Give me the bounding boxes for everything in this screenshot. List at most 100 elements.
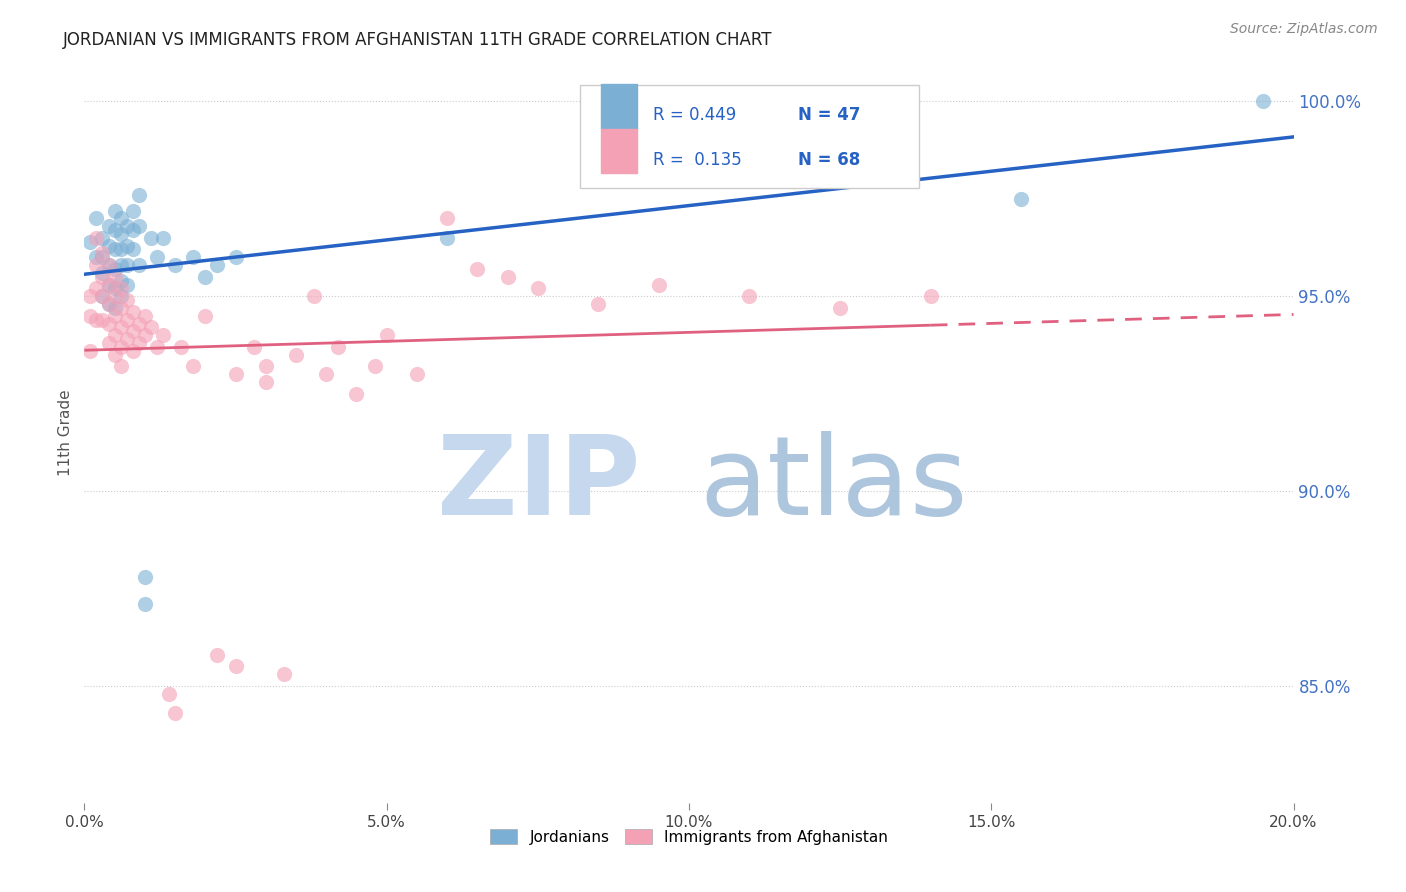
- Legend: Jordanians, Immigrants from Afghanistan: Jordanians, Immigrants from Afghanistan: [484, 822, 894, 851]
- Point: [110, 211, 132, 226]
- Point: [79, 343, 101, 358]
- Point: [79, 289, 101, 303]
- Point: [194, 269, 217, 284]
- Point: [79, 235, 101, 249]
- Point: [97, 297, 120, 311]
- Point: [104, 223, 127, 237]
- FancyBboxPatch shape: [581, 85, 918, 188]
- Point: [346, 386, 368, 401]
- Point: [134, 597, 156, 611]
- Point: [97, 297, 120, 311]
- Text: Source: ZipAtlas.com: Source: ZipAtlas.com: [1230, 22, 1378, 37]
- Point: [97, 277, 120, 292]
- Point: [115, 258, 138, 272]
- Point: [139, 320, 162, 334]
- Point: [128, 258, 150, 272]
- Point: [128, 336, 150, 351]
- Point: [91, 312, 114, 326]
- Point: [110, 281, 132, 295]
- Point: [104, 309, 127, 323]
- Point: [104, 301, 127, 315]
- Point: [121, 305, 143, 319]
- Point: [375, 328, 398, 343]
- Point: [110, 243, 132, 257]
- Point: [91, 266, 114, 280]
- Point: [496, 269, 519, 284]
- Point: [181, 250, 204, 264]
- Point: [242, 340, 264, 354]
- Point: [170, 340, 193, 354]
- Point: [104, 203, 127, 218]
- Text: N = 47: N = 47: [797, 106, 860, 124]
- Point: [121, 223, 143, 237]
- Point: [104, 262, 127, 277]
- Point: [104, 289, 127, 303]
- Point: [225, 659, 247, 673]
- Point: [91, 289, 114, 303]
- Point: [134, 570, 156, 584]
- Point: [527, 281, 550, 295]
- Point: [328, 340, 350, 354]
- Point: [97, 258, 120, 272]
- Point: [110, 258, 132, 272]
- Point: [86, 231, 108, 245]
- Point: [79, 309, 101, 323]
- Point: [86, 211, 108, 226]
- Point: [830, 301, 852, 315]
- Point: [110, 289, 132, 303]
- Text: atlas: atlas: [700, 431, 969, 538]
- Point: [165, 258, 187, 272]
- Point: [273, 667, 295, 681]
- Point: [104, 281, 127, 295]
- Point: [97, 336, 120, 351]
- Point: [121, 343, 143, 358]
- Text: ZIP: ZIP: [437, 431, 641, 538]
- Point: [104, 348, 127, 362]
- Point: [588, 297, 610, 311]
- Point: [97, 219, 120, 233]
- Point: [121, 243, 143, 257]
- Point: [436, 211, 458, 226]
- Point: [165, 706, 187, 721]
- Point: [97, 317, 120, 331]
- Bar: [600, 85, 637, 128]
- Text: R = 0.449: R = 0.449: [652, 106, 735, 124]
- Point: [115, 312, 138, 326]
- Point: [97, 238, 120, 252]
- Point: [194, 309, 217, 323]
- Point: [254, 359, 277, 374]
- Point: [152, 231, 174, 245]
- Point: [128, 188, 150, 202]
- Point: [121, 324, 143, 338]
- Point: [104, 328, 127, 343]
- Point: [436, 231, 458, 245]
- Point: [157, 687, 180, 701]
- Point: [254, 375, 277, 389]
- Point: [1011, 192, 1033, 206]
- Point: [121, 203, 143, 218]
- Point: [134, 309, 156, 323]
- Point: [97, 258, 120, 272]
- Point: [648, 277, 671, 292]
- Point: [225, 250, 247, 264]
- Point: [110, 340, 132, 354]
- Point: [91, 289, 114, 303]
- Point: [91, 250, 114, 264]
- Point: [115, 332, 138, 346]
- Point: [152, 328, 174, 343]
- Point: [115, 238, 138, 252]
- Point: [134, 328, 156, 343]
- Text: R =  0.135: R = 0.135: [652, 151, 741, 169]
- Point: [146, 250, 169, 264]
- Point: [207, 648, 229, 662]
- Point: [110, 227, 132, 241]
- Point: [920, 289, 942, 303]
- Point: [363, 359, 385, 374]
- Point: [86, 281, 108, 295]
- Point: [146, 340, 169, 354]
- Point: [139, 231, 162, 245]
- Point: [315, 367, 337, 381]
- Y-axis label: 11th Grade: 11th Grade: [58, 389, 73, 476]
- Point: [115, 293, 138, 307]
- Point: [110, 301, 132, 315]
